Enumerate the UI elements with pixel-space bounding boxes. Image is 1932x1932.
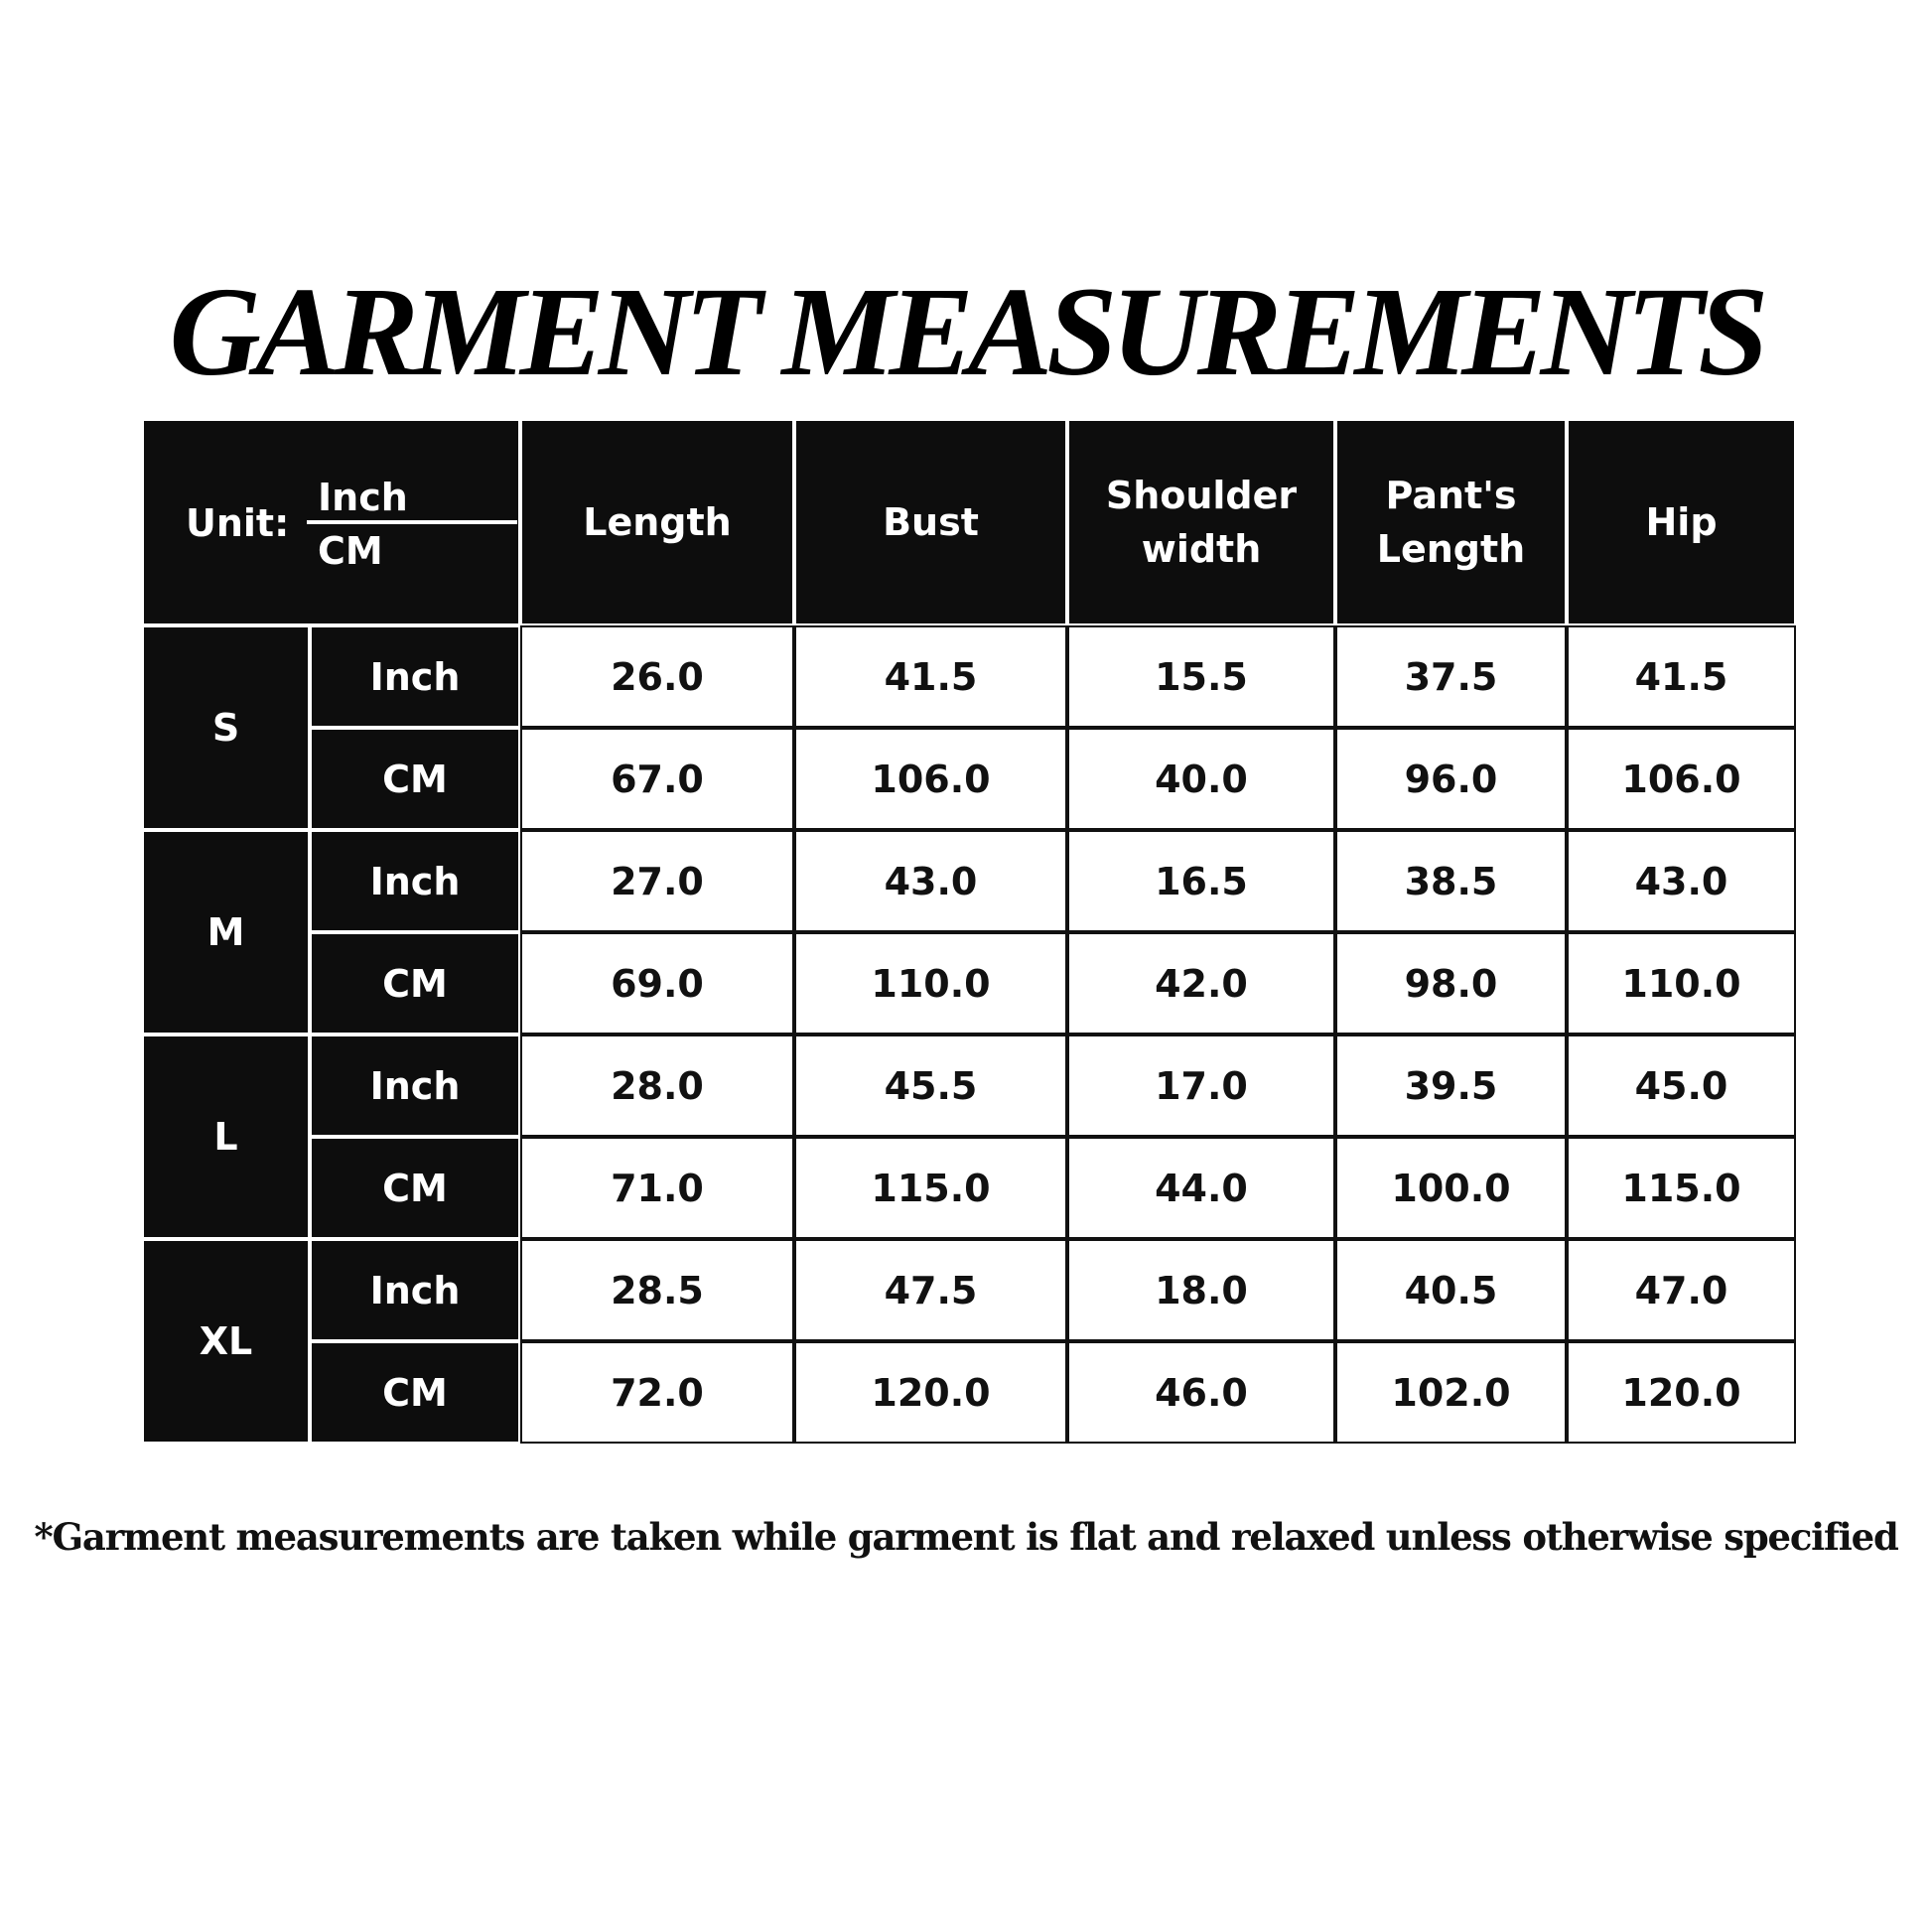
value-cell: 102.0: [1335, 1341, 1567, 1444]
column-header: Pant's Length: [1335, 419, 1567, 625]
value-cell: 115.0: [1567, 1137, 1796, 1239]
value-cell: 44.0: [1067, 1137, 1335, 1239]
size-cell: L: [142, 1035, 310, 1239]
footnote: *Garment measurements are taken while ga…: [34, 1515, 1898, 1559]
value-cell: 47.5: [794, 1239, 1067, 1341]
value-cell: 67.0: [520, 728, 794, 830]
value-cell: 15.5: [1067, 625, 1335, 728]
value-cell: 41.5: [794, 625, 1067, 728]
title: GARMENT MEASUREMENTS: [169, 261, 1769, 402]
value-cell: 98.0: [1335, 932, 1567, 1035]
value-cell: 40.5: [1335, 1239, 1567, 1341]
value-cell: 71.0: [520, 1137, 794, 1239]
size-cell: S: [142, 625, 310, 830]
unit-top: Inch: [318, 476, 408, 519]
value-cell: 17.0: [1067, 1035, 1335, 1137]
value-cell: 27.0: [520, 830, 794, 932]
column-header: Shoulder width: [1067, 419, 1335, 625]
column-header: Bust: [794, 419, 1067, 625]
value-cell: 40.0: [1067, 728, 1335, 830]
value-cell: 45.0: [1567, 1035, 1796, 1137]
value-cell: 120.0: [794, 1341, 1067, 1444]
value-cell: 28.0: [520, 1035, 794, 1137]
value-cell: 110.0: [1567, 932, 1796, 1035]
value-cell: 69.0: [520, 932, 794, 1035]
value-cell: 41.5: [1567, 625, 1796, 728]
value-cell: 37.5: [1335, 625, 1567, 728]
unit-cell: CM: [310, 932, 520, 1035]
unit-cell: CM: [310, 728, 520, 830]
value-cell: 43.0: [1567, 830, 1796, 932]
value-cell: 120.0: [1567, 1341, 1796, 1444]
value-cell: 46.0: [1067, 1341, 1335, 1444]
unit-cell: CM: [310, 1137, 520, 1239]
value-cell: 110.0: [794, 932, 1067, 1035]
value-cell: 28.5: [520, 1239, 794, 1341]
column-header: Hip: [1567, 419, 1796, 625]
unit-cell: CM: [310, 1341, 520, 1444]
value-cell: 16.5: [1067, 830, 1335, 932]
column-header: Length: [520, 419, 794, 625]
value-cell: 106.0: [1567, 728, 1796, 830]
value-cell: 43.0: [794, 830, 1067, 932]
unit-cell: Inch: [310, 1239, 520, 1341]
value-cell: 42.0: [1067, 932, 1335, 1035]
unit-cell: Inch: [310, 1035, 520, 1137]
unit-cell: Inch: [310, 830, 520, 932]
value-cell: 115.0: [794, 1137, 1067, 1239]
unit-bottom: CM: [318, 529, 383, 573]
value-cell: 100.0: [1335, 1137, 1567, 1239]
size-cell: M: [142, 830, 310, 1035]
unit-label: Unit:: [186, 501, 290, 545]
value-cell: 38.5: [1335, 830, 1567, 932]
value-cell: 47.0: [1567, 1239, 1796, 1341]
value-cell: 26.0: [520, 625, 794, 728]
unit-divider: [307, 520, 517, 524]
value-cell: 106.0: [794, 728, 1067, 830]
value-cell: 96.0: [1335, 728, 1567, 830]
value-cell: 45.5: [794, 1035, 1067, 1137]
value-cell: 18.0: [1067, 1239, 1335, 1341]
size-cell: XL: [142, 1239, 310, 1444]
unit-cell: Inch: [310, 625, 520, 728]
value-cell: 39.5: [1335, 1035, 1567, 1137]
value-cell: 72.0: [520, 1341, 794, 1444]
